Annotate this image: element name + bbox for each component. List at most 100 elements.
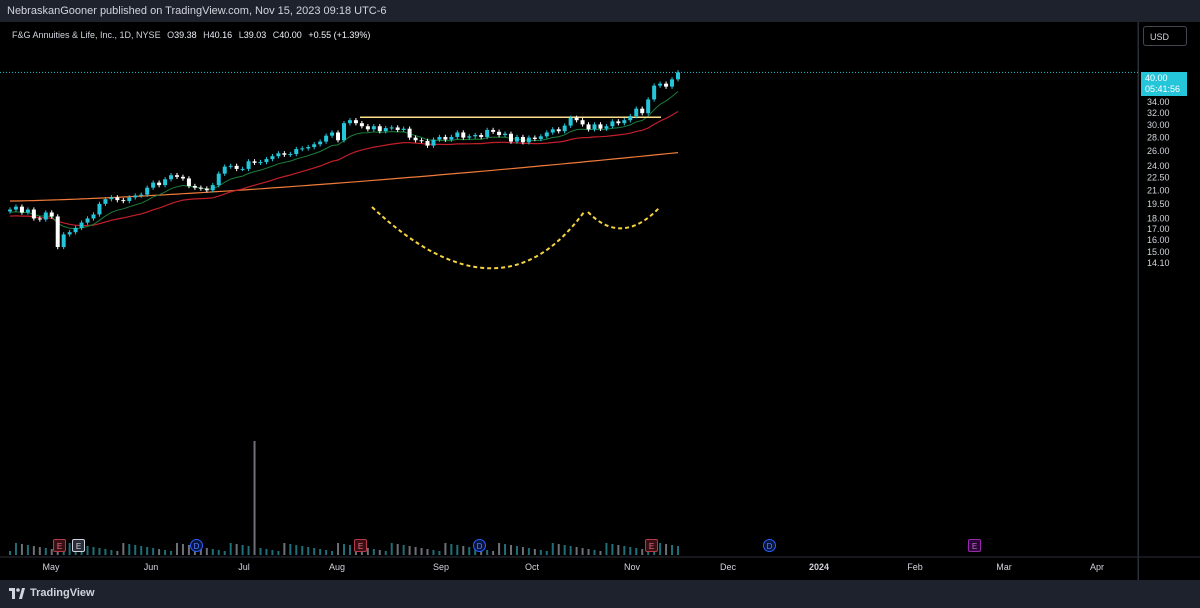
currency-button[interactable]: USD — [1143, 26, 1187, 46]
earnings-event-icon[interactable]: E — [354, 539, 367, 552]
volume-bar — [551, 543, 554, 555]
volume-bar — [384, 551, 387, 555]
candle-body — [520, 136, 525, 143]
volume-bar — [366, 548, 369, 555]
symbol-legend: F&G Annuities & Life, Inc., 1D, NYSE O39… — [12, 30, 370, 40]
price-tick-label: 16.00 — [1147, 235, 1170, 245]
candle-body — [175, 175, 179, 177]
candle-body — [437, 136, 442, 140]
legend-close: 40.00 — [279, 30, 302, 40]
candle-body — [204, 188, 209, 191]
volume-bar — [575, 547, 578, 555]
candle-body — [222, 166, 227, 174]
volume-bar — [26, 545, 29, 555]
candle-body — [37, 218, 42, 220]
legend-change: +0.55 (+1.39%) — [308, 30, 371, 40]
volume-bar — [116, 551, 119, 555]
last-price-tag: 40.00 05:41:56 — [1141, 72, 1187, 96]
candle-body — [568, 117, 573, 126]
last-price: 40.00 — [1145, 73, 1168, 83]
short-moving-average-line — [9, 91, 679, 230]
candle-body — [25, 209, 30, 213]
volume-bar — [164, 550, 167, 555]
candle-body — [145, 187, 150, 195]
candle-body — [234, 165, 239, 169]
volume-bar — [122, 543, 125, 555]
candle-body — [485, 129, 490, 137]
volume-bar — [396, 544, 399, 555]
candle-body — [443, 136, 448, 140]
volume-bar — [331, 551, 334, 555]
candle-body — [55, 216, 60, 248]
mid-moving-average-line — [9, 110, 679, 227]
time-tick-label: Apr — [1090, 562, 1104, 572]
candle-body — [139, 194, 144, 196]
earnings-event-icon[interactable]: E — [53, 539, 66, 552]
candle-body — [359, 123, 364, 127]
volume-bar — [498, 543, 501, 555]
candle-body — [586, 124, 591, 130]
volume-bar — [199, 547, 202, 555]
volume-bar — [86, 546, 89, 555]
volume-bar — [468, 547, 471, 555]
split-event-icon[interactable]: E — [968, 539, 981, 552]
volume-bar — [50, 549, 53, 555]
candle-body — [336, 132, 341, 141]
earnings-event-icon[interactable]: E — [645, 539, 658, 552]
volume-bar — [134, 545, 137, 555]
candle-body — [467, 136, 472, 138]
candle-body — [658, 83, 663, 86]
volume-bar — [176, 543, 178, 555]
candle-body — [562, 125, 567, 132]
volume-bar — [378, 550, 381, 555]
tradingview-logo[interactable]: TradingView — [9, 587, 95, 599]
candle-body — [395, 127, 400, 130]
volume-bar — [659, 543, 662, 555]
time-tick-label: Dec — [720, 562, 737, 572]
volume-bar — [128, 544, 131, 555]
price-tick-label: 18.00 — [1147, 213, 1170, 223]
candle-body — [157, 182, 162, 186]
candle-body — [425, 140, 430, 146]
candle-body — [377, 126, 382, 132]
volume-bar — [187, 545, 190, 555]
volume-bar — [265, 549, 268, 555]
candle-body — [383, 128, 388, 132]
candle-body — [91, 214, 96, 219]
chart-area[interactable]: 14.10 15.00 16.00 17.00 18.00 19.50 21.00 22.50… — [0, 22, 1200, 580]
volume-bar — [641, 549, 644, 555]
dividend-event-icon[interactable]: D — [473, 539, 486, 552]
candle-body — [282, 153, 287, 155]
candle-body — [270, 156, 275, 160]
candle-body — [79, 222, 84, 228]
legend-open: 39.38 — [174, 30, 197, 40]
price-axis-divider — [1138, 22, 1139, 580]
volume-bar — [617, 545, 620, 555]
bar-countdown: 05:41:56 — [1145, 84, 1181, 94]
candle-body — [365, 126, 370, 130]
candle-body — [300, 148, 305, 150]
volume-bar — [414, 547, 417, 555]
volume-bar — [671, 545, 674, 555]
volume-bar — [170, 551, 173, 555]
price-tick-label: 32.00 — [1147, 108, 1170, 118]
candle-body — [473, 135, 478, 137]
dividend-event-icon[interactable]: D — [763, 539, 776, 552]
volume-bar — [587, 549, 590, 555]
volume-bar — [9, 551, 11, 555]
time-tick-label: 2024 — [809, 562, 829, 572]
candle-body — [151, 182, 156, 188]
volume-bar — [319, 549, 322, 555]
volume-bar — [235, 544, 238, 555]
price-tick-label: 30.00 — [1147, 120, 1170, 130]
dividend-event-icon[interactable]: D — [190, 539, 203, 552]
volume-bar — [492, 551, 495, 555]
time-tick-label: Oct — [525, 562, 540, 572]
candle-body — [192, 185, 197, 188]
candle-body — [318, 141, 323, 145]
volume-bar — [348, 545, 351, 555]
candle-body — [342, 123, 346, 141]
earnings-event-icon[interactable]: E — [72, 539, 85, 552]
volume-bar — [98, 548, 101, 555]
